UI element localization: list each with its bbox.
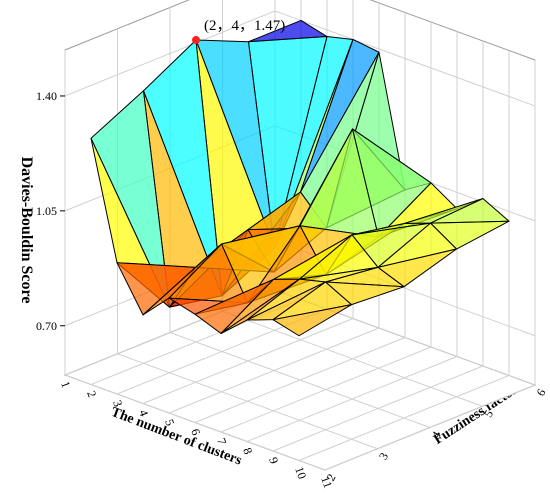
grid-line [64,374,326,471]
z-tick-label: 0.70 [36,319,57,333]
z-tick-label: 1.40 [36,89,57,103]
annotation: (2，4，1.47) [204,18,285,34]
x-tick-label: 11 [318,474,335,490]
x-tick-label: 2 [84,389,99,399]
grid-line [274,10,536,107]
x-tick-label: 3 [110,398,125,408]
grid-line [169,332,431,428]
x-tick-label: 1 [58,379,73,389]
z-axis-label: Davies-Bouldin Score [18,157,35,304]
x-tick-label: 5 [162,417,177,427]
x-tick-label: 8 [240,446,255,456]
grid-line [222,310,483,407]
x-tick-label: 6 [188,427,203,437]
x-tick-label: 9 [266,455,281,465]
y-tick-label: 3 [376,450,391,462]
grid-line [117,353,378,450]
x-tick-label: 10 [292,465,309,481]
surface-facet [272,304,352,337]
grid-line [64,10,276,97]
peak-point [192,35,200,44]
x-tick-label: 7 [214,436,229,446]
z-tick-label: 1.05 [36,204,57,218]
x-tick-label: 4 [136,408,151,418]
y-tick-label: 6 [533,386,548,398]
